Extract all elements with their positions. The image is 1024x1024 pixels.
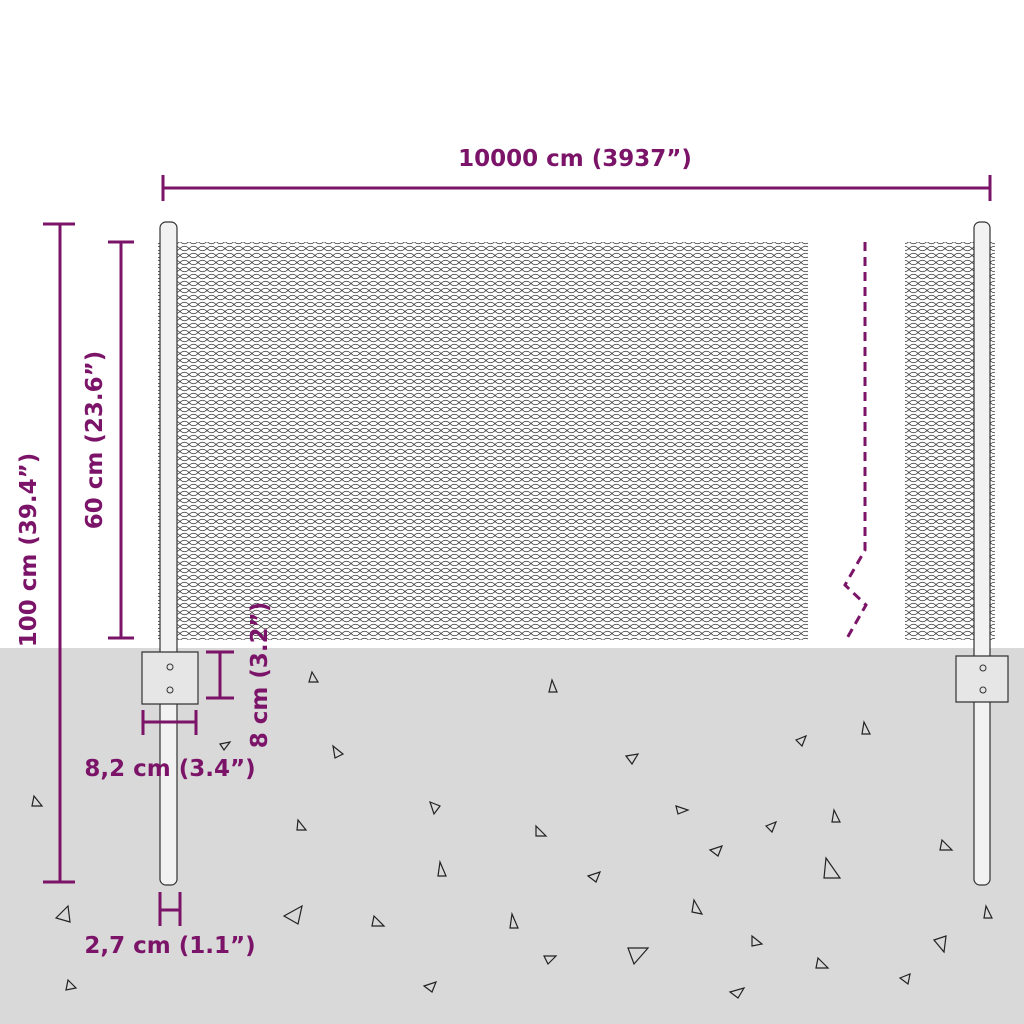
bracket (955, 655, 1009, 703)
bracket-width-label: 8,2 cm (3.4”) (84, 756, 255, 782)
bolt (166, 686, 174, 694)
gravel (31, 670, 993, 999)
length-label: 10000 cm (3937”) (458, 146, 692, 172)
bolt (979, 686, 987, 694)
bolt (166, 663, 174, 671)
break-line (843, 242, 868, 641)
post (973, 221, 991, 886)
bolt (979, 664, 987, 672)
bracket (141, 651, 199, 705)
mesh-height-label: 60 cm (23.6”) (82, 351, 108, 530)
mesh-panel (158, 242, 808, 640)
bracket-height-label: 8 cm (3.2”) (247, 602, 273, 749)
post-height-label: 100 cm (39.4”) (16, 453, 42, 648)
post-diameter-label: 2,7 cm (1.1”) (84, 933, 255, 959)
post (159, 221, 178, 886)
dimension-lines (43, 175, 992, 926)
